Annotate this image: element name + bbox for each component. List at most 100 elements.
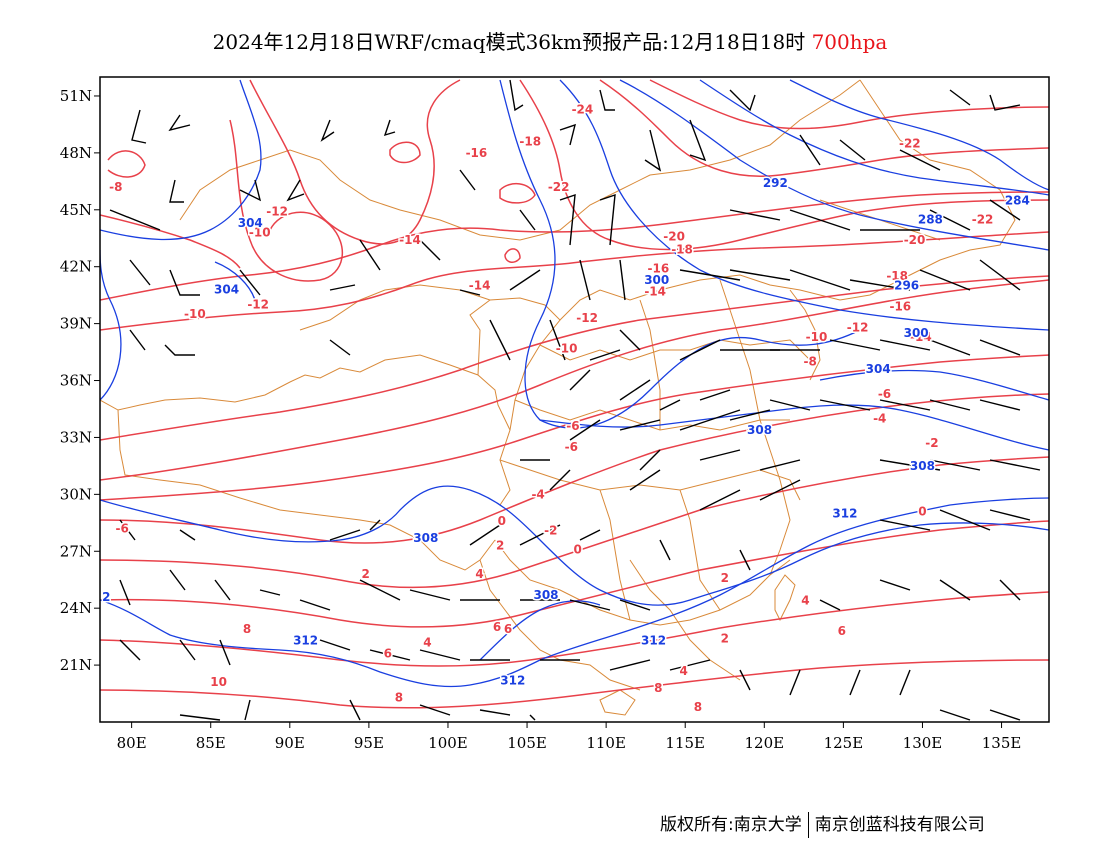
temperature-contour-label: -12: [247, 298, 269, 312]
temperature-contour-label: 6: [838, 624, 846, 638]
temperature-contour-label: -4: [531, 487, 544, 501]
temperature-contour-label: -22: [972, 212, 994, 226]
height-contour-label: 284: [1005, 193, 1030, 207]
temperature-contour-label: -6: [115, 522, 128, 536]
lat-tick-label: 30N: [60, 485, 92, 503]
lon-tick-label: 80E: [117, 734, 147, 752]
temperature-contour-label: 0: [573, 542, 581, 556]
temperature-contour-label: -16: [889, 300, 911, 314]
temperature-contour-label: -24: [572, 102, 594, 116]
temperature-contour-label: 2: [721, 632, 729, 646]
height-contour-label: 304: [214, 282, 239, 296]
height-contour-label: 312: [293, 633, 318, 647]
height-contour-label: 312: [641, 633, 666, 647]
title-main: 2024年12月18日WRF/cmaq模式36km预报产品:12月18日18时: [212, 30, 806, 54]
temperature-contour-label: -8: [803, 355, 816, 369]
temperature-contour-label: 6: [504, 622, 512, 636]
temperature-contour-label: -2: [925, 436, 938, 450]
height-contour-label: 300: [644, 273, 669, 287]
lat-tick-label: 42N: [60, 258, 92, 276]
longitude-axis: 80E 85E 90E 95E 100E 105E 110E 115E 120E 125E 130E…: [117, 722, 1022, 752]
temperature-contour-label: -20: [904, 233, 926, 247]
temperature-contour-label: -12: [847, 320, 869, 334]
temperature-contour-label: -6: [566, 419, 579, 433]
chart-title: 2024年12月18日WRF/cmaq模式36km预报产品:12月18日18时 …: [0, 26, 1100, 55]
height-contour-label: 304: [866, 362, 891, 376]
lat-tick-label: 33N: [60, 428, 92, 446]
lat-tick-label: 39N: [60, 315, 92, 333]
temperature-contour-label: -18: [886, 269, 908, 283]
temperature-contour-label: -4: [873, 411, 886, 425]
height-contour-label: 300: [904, 326, 929, 340]
temperature-contour-label: -10: [806, 330, 828, 344]
temperature-contour-label: 4: [475, 567, 483, 581]
temperature-contour-label: -16: [647, 262, 669, 276]
lon-tick-label: 90E: [275, 734, 305, 752]
temperature-contour-label: 8: [654, 681, 662, 695]
temperature-contour-label: -2: [544, 523, 557, 537]
lon-tick-label: 120E: [745, 734, 785, 752]
height-contour-label: 296: [894, 279, 919, 293]
temperature-contour-label: 10: [210, 675, 227, 689]
temperature-contour-label: -22: [899, 136, 921, 150]
temperature-contour-label: -8: [109, 180, 122, 194]
lat-tick-label: 36N: [60, 372, 92, 390]
temperature-contour-label: 4: [801, 594, 809, 608]
temperature-contour-label: -22: [548, 180, 570, 194]
height-contour-label: 304: [238, 216, 263, 230]
plot-frame: [99, 76, 1050, 723]
temperature-contour-label: -14: [469, 279, 491, 293]
height-contour-label: 308: [747, 423, 772, 437]
temperature-contour-labels: -24-18-16-22-22-8-12-10-14 -20-18-16-14-1…: [108, 101, 995, 716]
height-contour-label: 308: [533, 588, 558, 602]
temperature-contour-label: -6: [878, 387, 891, 401]
height-contour-label: 2: [102, 590, 110, 604]
temperature-contour-label: 8: [395, 690, 403, 704]
lon-tick-label: 105E: [507, 734, 547, 752]
temperature-contour-label: 6: [493, 620, 501, 634]
temperature-contour-label: -14: [399, 233, 421, 247]
temperature-contour-label: 4: [423, 635, 431, 649]
temperature-contour-label: 2: [362, 567, 370, 581]
temperature-contour-label: -14: [644, 284, 666, 298]
temperature-contour-label: 2: [721, 571, 729, 585]
temperature-contour-label: -10: [184, 307, 206, 321]
temperature-contour-label: -16: [466, 146, 488, 160]
temperature-contours: [100, 79, 1049, 709]
height-contour-label: 312: [832, 506, 857, 520]
temperature-contour-label: -20: [663, 229, 685, 243]
temperature-contour-label: -18: [671, 243, 693, 257]
temperature-contour-label: -12: [266, 205, 288, 219]
credit-right: 南京创蓝科技有限公司: [814, 815, 985, 835]
lon-tick-label: 130E: [903, 734, 943, 752]
lat-tick-label: 24N: [60, 599, 92, 617]
height-contour-label: 308: [413, 531, 438, 545]
lon-tick-label: 115E: [665, 734, 705, 752]
latitude-axis: 51N 48N 45N 42N 39N 36N 33N 30N 27N 24N 21N: [60, 87, 100, 674]
credit-left: 版权所有:南京大学: [660, 815, 802, 835]
lon-tick-label: 125E: [824, 734, 864, 752]
wind-barbs: [109, 79, 1041, 721]
lat-tick-label: 45N: [60, 201, 92, 219]
height-contour-label: 312: [500, 673, 525, 687]
temperature-contour-label: -10: [249, 226, 271, 240]
height-contour-label: 288: [918, 212, 943, 226]
lon-tick-label: 135E: [982, 734, 1022, 752]
temperature-contour-label: -14: [910, 330, 932, 344]
temperature-contour-label: 2: [496, 539, 504, 553]
temperature-contour-label: 8: [694, 700, 702, 714]
lon-tick-label: 100E: [428, 734, 468, 752]
credit-separator: [807, 812, 809, 838]
temperature-contour-label: 8: [243, 622, 251, 636]
lat-tick-label: 27N: [60, 542, 92, 560]
temperature-contour-label: 0: [918, 504, 926, 518]
temperature-contour-label: -10: [556, 341, 578, 355]
temperature-contour-label: 4: [679, 664, 687, 678]
height-contours: [100, 79, 1049, 688]
lon-tick-label: 85E: [196, 734, 226, 752]
temperature-contour-label: -18: [519, 135, 541, 149]
height-contour-label: 308: [910, 459, 935, 473]
lon-tick-label: 110E: [586, 734, 626, 752]
